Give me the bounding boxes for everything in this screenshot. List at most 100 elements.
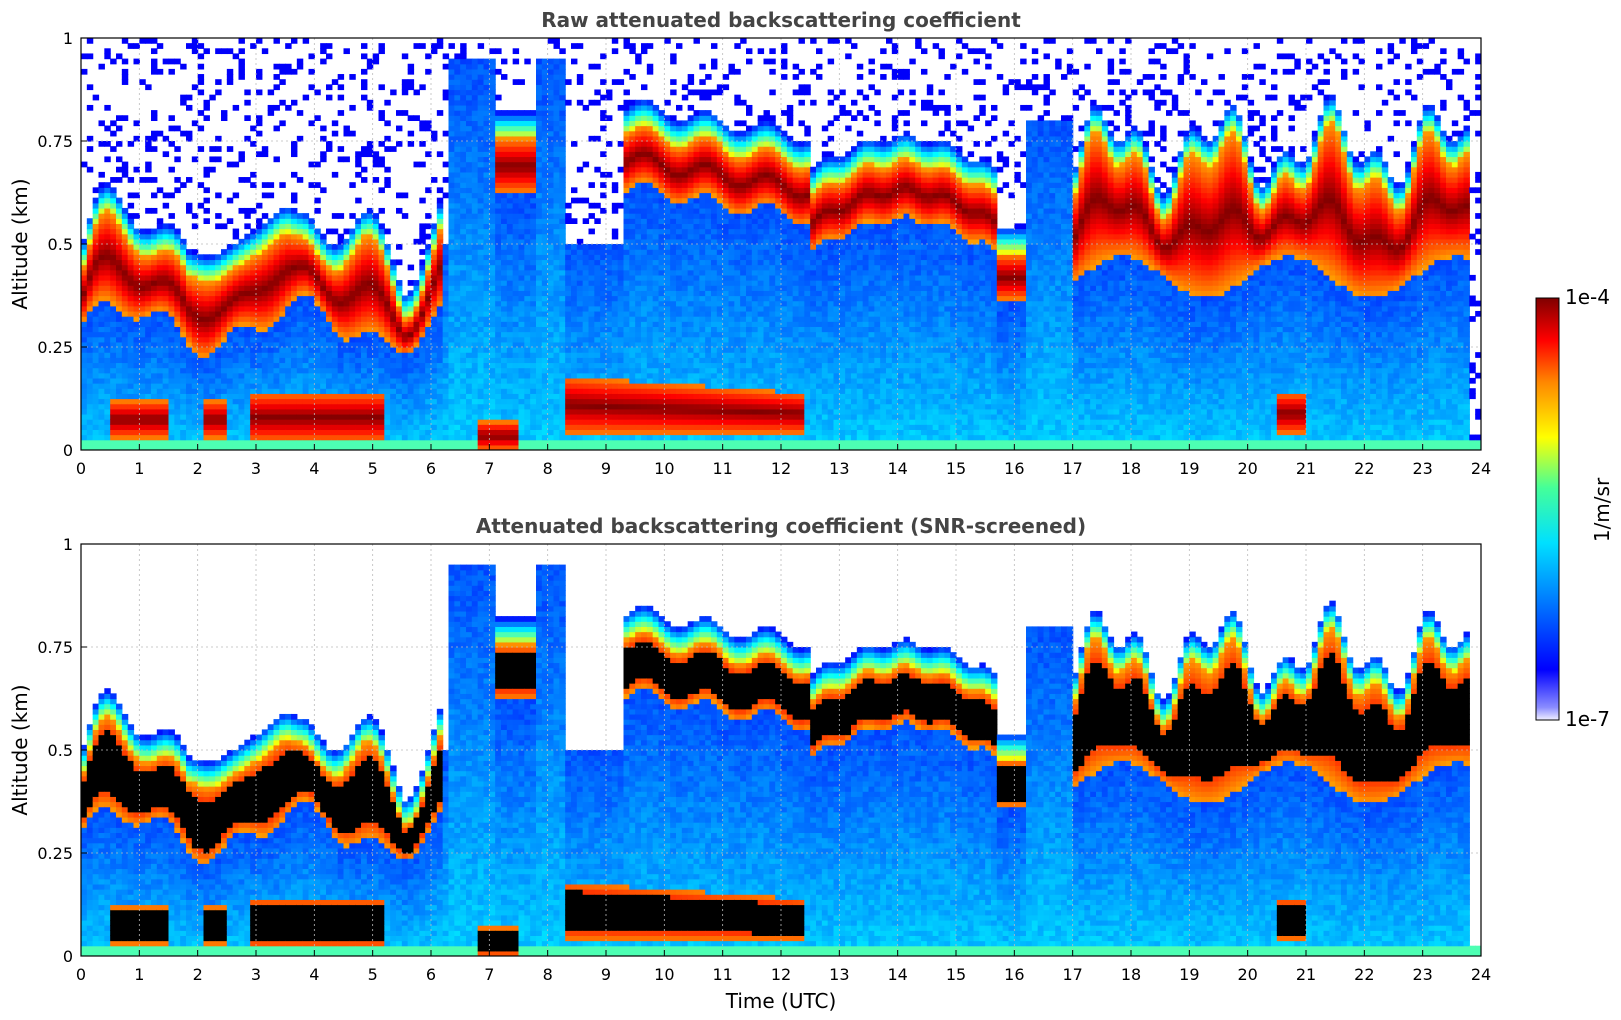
- heatmap-cell: [460, 187, 467, 194]
- heatmap-cell: [606, 285, 613, 291]
- heatmap-cell: [302, 429, 310, 436]
- heatmap-cell: [606, 305, 613, 312]
- heatmap-cell: [588, 383, 595, 389]
- heatmap-cell: [524, 424, 531, 430]
- heatmap-cell: [401, 310, 409, 317]
- heatmap-cell: [191, 295, 199, 302]
- heatmap-cell: [471, 89, 479, 96]
- heatmap-cell: [448, 398, 455, 405]
- heatmap-cell: [530, 197, 537, 204]
- heatmap-cell: [302, 383, 310, 389]
- heatmap-cell: [337, 434, 345, 441]
- heatmap-cell: [296, 408, 304, 415]
- heatmap-cell: [320, 331, 327, 338]
- heatmap-cell: [361, 295, 368, 302]
- heatmap-cell: [448, 58, 455, 65]
- heatmap-cell: [541, 280, 549, 286]
- heatmap-cell: [442, 89, 450, 96]
- heatmap-cell: [576, 408, 584, 415]
- heatmap-cell: [495, 413, 502, 420]
- heatmap-cell: [285, 341, 292, 348]
- heatmap-cell: [378, 434, 385, 441]
- heatmap-cell: [361, 84, 368, 91]
- heatmap-cell: [501, 321, 508, 327]
- heatmap-cell: [606, 341, 613, 348]
- heatmap-cell: [98, 213, 105, 219]
- heatmap-cell: [611, 207, 619, 214]
- heatmap-cell: [343, 393, 350, 400]
- heatmap-cell: [600, 94, 607, 101]
- heatmap-cell: [372, 218, 380, 224]
- heatmap-cell: [518, 341, 525, 348]
- heatmap-cell: [366, 269, 374, 276]
- heatmap-cell: [442, 94, 450, 101]
- heatmap-cell: [302, 254, 310, 261]
- heatmap-cell: [477, 372, 485, 379]
- heatmap-cell: [366, 228, 374, 235]
- heatmap-cell: [489, 393, 496, 400]
- heatmap-cell: [448, 156, 455, 163]
- heatmap-cell: [378, 84, 385, 91]
- heatmap-cell: [600, 274, 607, 281]
- heatmap-cell: [320, 408, 327, 415]
- heatmap-cell: [448, 89, 455, 96]
- heatmap-cell: [349, 424, 356, 430]
- heatmap-cell: [92, 197, 100, 204]
- heatmap-cell: [98, 223, 105, 230]
- heatmap-cell: [506, 367, 514, 374]
- heatmap-cell: [489, 177, 496, 183]
- heatmap-cell: [518, 141, 525, 147]
- heatmap-cell: [209, 156, 216, 163]
- heatmap-cell: [512, 177, 520, 183]
- heatmap-cell: [267, 357, 275, 364]
- heatmap-cell: [296, 444, 304, 450]
- heatmap-cell: [361, 53, 368, 60]
- heatmap-cell: [378, 285, 385, 291]
- heatmap-cell: [180, 130, 187, 137]
- heatmap-cell: [401, 53, 409, 60]
- heatmap-cell: [116, 269, 123, 276]
- heatmap-cell: [477, 300, 485, 307]
- heatmap-cell: [582, 285, 590, 291]
- heatmap-cell: [331, 228, 339, 235]
- heatmap-cell: [588, 403, 595, 410]
- heatmap-cell: [244, 177, 251, 183]
- heatmap-cell: [314, 444, 321, 450]
- heatmap-cell: [302, 388, 310, 394]
- heatmap-cell: [98, 290, 105, 297]
- heatmap-cell: [238, 341, 245, 348]
- heatmap-cell: [448, 151, 455, 158]
- heatmap-cell: [495, 398, 502, 405]
- heatmap-cell: [308, 362, 315, 369]
- heatmap-cell: [337, 274, 345, 281]
- heatmap-cell: [524, 439, 531, 446]
- heatmap-cell: [162, 264, 170, 271]
- heatmap-cell: [460, 94, 467, 101]
- heatmap-cell: [571, 254, 578, 261]
- heatmap-cell: [477, 388, 485, 394]
- heatmap-cell: [588, 182, 595, 188]
- heatmap-cell: [372, 259, 380, 266]
- heatmap-cell: [372, 177, 380, 183]
- heatmap-cell: [495, 249, 502, 255]
- heatmap-cell: [495, 274, 502, 281]
- heatmap-cell: [355, 413, 362, 420]
- heatmap-cell: [442, 300, 450, 307]
- heatmap-cell: [401, 408, 409, 415]
- heatmap-cell: [419, 398, 426, 405]
- heatmap-cell: [331, 326, 339, 333]
- heatmap-cell: [460, 352, 467, 358]
- heatmap-cell: [326, 388, 333, 394]
- heatmap-cell: [151, 403, 158, 410]
- heatmap-cell: [448, 383, 455, 389]
- heatmap-cell: [104, 182, 111, 188]
- heatmap-cell: [285, 207, 292, 214]
- heatmap-cell: [244, 336, 251, 343]
- heatmap-cell: [349, 182, 356, 188]
- heatmap-cell: [98, 444, 105, 450]
- heatmap-cell: [471, 290, 479, 297]
- heatmap-cell: [279, 120, 286, 127]
- heatmap-cell: [186, 280, 193, 286]
- heatmap-cell: [156, 377, 164, 384]
- heatmap-cell: [396, 444, 403, 450]
